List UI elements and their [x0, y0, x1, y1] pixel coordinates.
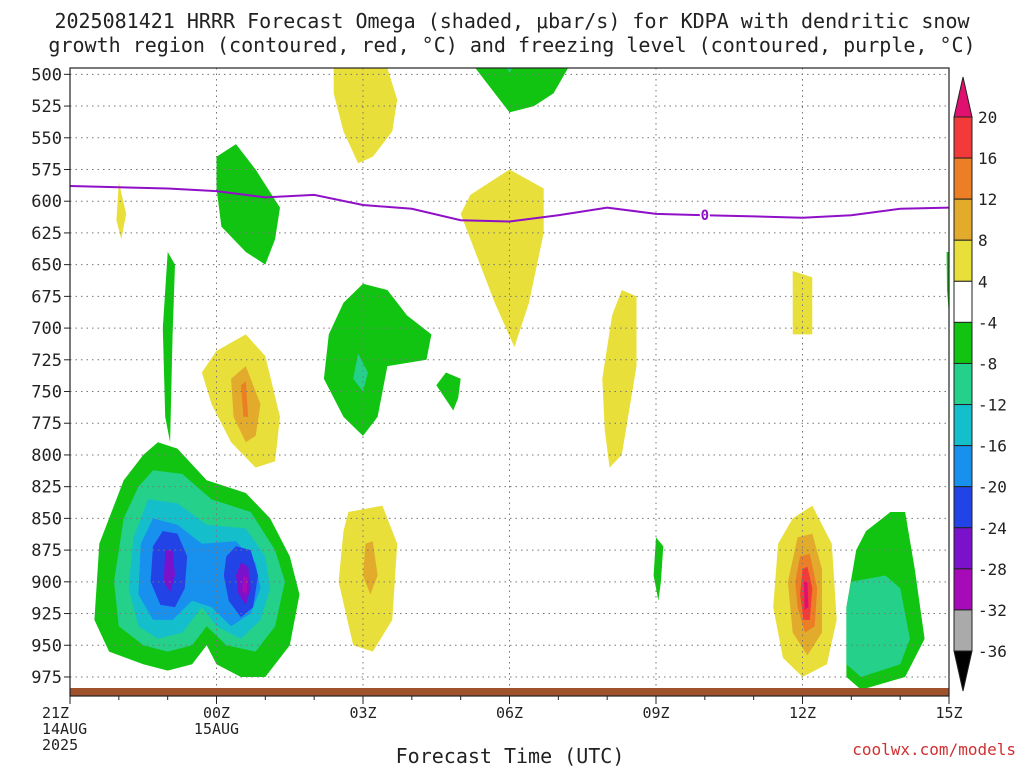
freezing-level-line: [69, 185, 950, 223]
y-tick-label: 600: [31, 192, 62, 212]
x-tick-label: 03Z: [349, 704, 376, 722]
colorbar: 20 16 12 8 4 -4 -8 -12 -16 -20 -24 -28 -32 -36: [953, 76, 1007, 692]
y-tick-label: 575: [31, 160, 62, 180]
omega-region-2: [460, 169, 544, 348]
x-tick-label: 21Z: [42, 704, 69, 722]
y-tick-label: 500: [31, 65, 62, 85]
y-tick-label: 725: [31, 351, 62, 371]
y-tick-label: 750: [31, 383, 62, 403]
omega-region-16: [507, 68, 512, 74]
colorbar-label: 8: [978, 231, 988, 250]
omega-region-22: [653, 537, 664, 601]
colorbar-swatch: [953, 321, 973, 364]
colorbar-swatch: [953, 198, 973, 241]
omega-region-15: [475, 68, 569, 113]
omega-region-20: [353, 353, 368, 392]
freezing-level-contour: 0: [69, 185, 950, 224]
y-tick-label: 800: [31, 446, 62, 466]
colorbar-bottom-arrow: [953, 650, 973, 692]
x-tick-label: 00Z: [203, 704, 230, 722]
credit-label: coolwx.com/models: [852, 740, 1016, 759]
x-tick-label: 12Z: [789, 704, 816, 722]
omega-region-0: [333, 68, 398, 164]
y-tick-label: 700: [31, 319, 62, 339]
colorbar-top-arrow: [953, 76, 973, 118]
x-axis-label: Forecast Time (UTC): [396, 744, 625, 768]
colorbar-label: 4: [978, 272, 988, 291]
colorbar-label: -12: [978, 396, 1007, 415]
colorbar-swatch: [953, 239, 973, 282]
omega-region-19: [323, 283, 432, 436]
colorbar-label: 12: [978, 190, 997, 209]
y-tick-label: 550: [31, 129, 62, 149]
omega-region-3: [602, 290, 637, 468]
colorbar-label: 16: [978, 149, 997, 168]
omega-shading: [94, 68, 949, 690]
x-tick-label: 06Z: [496, 704, 523, 722]
colorbar-swatch: [953, 280, 973, 323]
y-tick-label: 950: [31, 636, 62, 656]
colorbar-swatch: [953, 404, 973, 447]
colorbar-swatch: [953, 362, 973, 406]
colorbar-swatch: [953, 157, 973, 200]
colorbar-swatch: [953, 116, 973, 159]
y-tick-label: 875: [31, 541, 62, 561]
colorbar-label: -20: [978, 478, 1007, 497]
omega-region-14: [804, 581, 809, 610]
omega-region-31: [163, 550, 175, 592]
y-tick-label: 525: [31, 97, 62, 117]
omega-region-17: [216, 144, 280, 265]
y-tick-label: 925: [31, 605, 62, 625]
colorbar-swatch: [953, 445, 973, 488]
x-tick-label: 2025: [42, 736, 78, 754]
colorbar-label: -28: [978, 560, 1007, 579]
colorbar-label: -32: [978, 601, 1007, 620]
y-tick-label: 975: [31, 668, 62, 688]
ground-strip: [70, 688, 949, 696]
y-tick-label: 900: [31, 573, 62, 593]
grid-lines: [70, 68, 949, 696]
colorbar-label: -16: [978, 437, 1007, 456]
y-tick-label: 825: [31, 478, 62, 498]
y-axis: 500 525 550 575 600 625 650 675 700 725 750 775 800 8…: [31, 65, 70, 688]
colorbar-swatch: [953, 527, 973, 570]
colorbar-swatch: [953, 568, 973, 611]
omega-region-33: [241, 575, 248, 595]
x-tick-label: 15Z: [935, 704, 962, 722]
omega-region-18: [162, 252, 175, 443]
y-tick-label: 850: [31, 509, 62, 529]
y-tick-label: 625: [31, 224, 62, 244]
omega-region-7: [240, 381, 249, 417]
x-tick-label: 09Z: [642, 704, 669, 722]
omega-region-4: [792, 271, 813, 335]
y-tick-label: 650: [31, 256, 62, 276]
x-tick-label: 14AUG: [42, 720, 87, 738]
colorbar-label: 20: [978, 108, 997, 127]
y-tick-label: 775: [31, 414, 62, 434]
colorbar-label: -8: [978, 354, 997, 373]
omega-region-1: [116, 182, 127, 240]
freezing-level-label: 0: [701, 208, 709, 224]
colorbar-swatch: [953, 609, 973, 652]
omega-region-24: [846, 575, 910, 677]
colorbar-label: -24: [978, 519, 1007, 538]
omega-region-9: [363, 541, 378, 595]
colorbar-swatch: [953, 486, 973, 529]
omega-region-21: [436, 372, 461, 411]
x-tick-label: 15AUG: [194, 720, 239, 738]
freezing-label-bg: [699, 207, 710, 222]
title-line-1: 2025081421 HRRR Forecast Omega (shaded, …: [54, 9, 970, 33]
chart-title: 2025081421 HRRR Forecast Omega (shaded, …: [48, 9, 975, 57]
title-line-2: growth region (contoured, red, °C) and f…: [48, 33, 975, 57]
y-tick-label: 675: [31, 287, 62, 307]
colorbar-label: -36: [978, 642, 1007, 661]
colorbar-label: -4: [978, 313, 997, 332]
